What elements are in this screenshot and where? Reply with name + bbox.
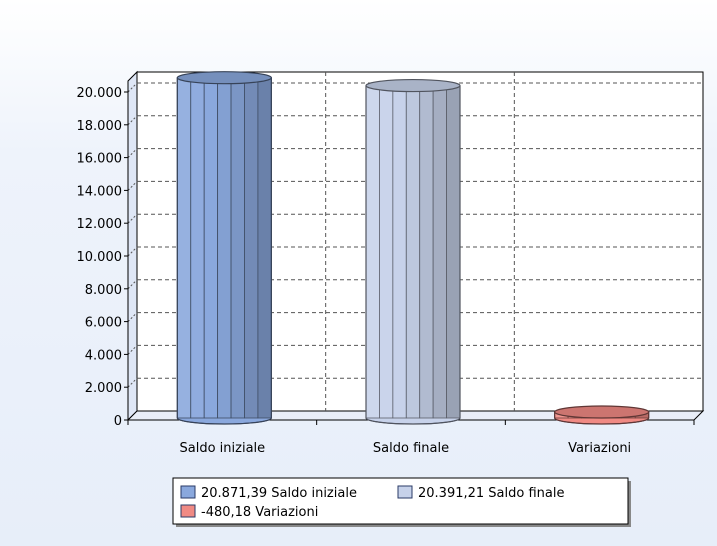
legend-box xyxy=(172,477,629,525)
bar-top xyxy=(365,78,461,93)
y-tick-label: 4.000 xyxy=(85,348,122,363)
bar-facet xyxy=(176,77,192,419)
bar-facet xyxy=(432,85,447,419)
legend-swatch xyxy=(180,485,196,499)
bar-facet xyxy=(244,77,259,419)
bars-group xyxy=(176,71,650,425)
bar-facet xyxy=(203,77,219,419)
bar-top xyxy=(176,71,272,85)
bar-top xyxy=(554,405,650,419)
x-tick-label: Saldo iniziale xyxy=(180,441,266,456)
bar-facet xyxy=(217,77,232,419)
bar-base xyxy=(365,417,461,425)
bar-facet xyxy=(392,85,407,419)
y-tick-label: 8.000 xyxy=(85,283,122,298)
y-tick-label: 18.000 xyxy=(77,119,123,134)
bar-base xyxy=(554,417,650,425)
y-tick-label: 20.000 xyxy=(77,86,123,101)
labels-group: 0 2.000 4.000 6.000 8.000 10.000 12.000 14.000 1… xyxy=(77,86,632,456)
legend-label: -480,18 Variazioni xyxy=(201,505,318,520)
legend: 20.871,39 Saldo iniziale 20.391,21 Saldo … xyxy=(172,477,631,527)
bar-facet xyxy=(419,85,434,419)
y-tick-label: 16.000 xyxy=(77,152,123,167)
y-tick-label: 12.000 xyxy=(77,217,123,232)
y-tick-label: 14.000 xyxy=(77,184,123,199)
bar-2 xyxy=(365,78,461,425)
x-tick-label: Variazioni xyxy=(568,441,631,456)
bar-facet xyxy=(230,77,245,419)
legend-swatch xyxy=(397,485,413,499)
bar-facet xyxy=(257,77,272,419)
bar-facet xyxy=(190,77,205,419)
legend-swatch xyxy=(180,504,196,518)
x-tick-label: Saldo finale xyxy=(373,441,449,456)
y-tick-label: 6.000 xyxy=(85,316,122,331)
y-tick-label: 0 xyxy=(114,414,122,429)
y-tick-label: 10.000 xyxy=(77,250,123,265)
bar-3 xyxy=(554,405,650,425)
bar-1 xyxy=(176,71,272,425)
legend-label: 20.391,21 Saldo finale xyxy=(418,486,564,501)
bar-facet xyxy=(405,85,421,419)
y-tick-label: 2.000 xyxy=(85,381,122,396)
bar-facet xyxy=(446,85,461,419)
bar-facet xyxy=(379,85,394,419)
legend-label: 20.871,39 Saldo iniziale xyxy=(201,486,357,501)
plot-side-wall xyxy=(127,70,138,422)
bar-facet xyxy=(365,85,380,419)
bar-base xyxy=(176,417,272,425)
